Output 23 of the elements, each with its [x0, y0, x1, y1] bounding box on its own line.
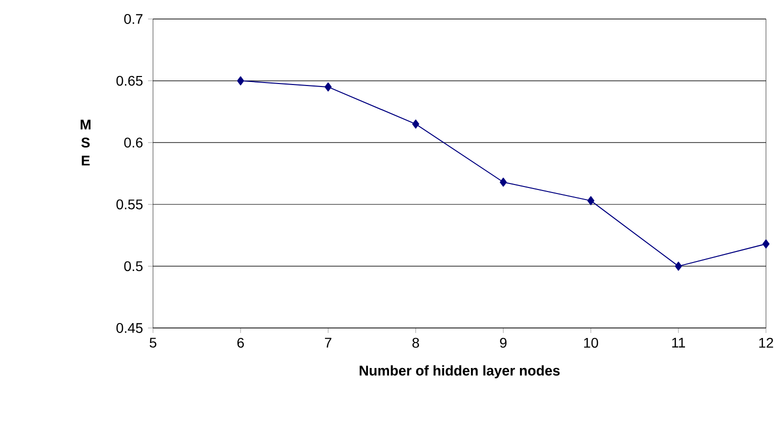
point [412, 120, 420, 129]
x-tick-label: 5 [150, 338, 156, 348]
y-tick-label: 0.45 [116, 323, 143, 333]
point [500, 178, 507, 187]
x-tick-label: 8 [412, 338, 420, 348]
y-tick-label: 0.5 [124, 261, 143, 272]
point [762, 239, 770, 248]
point [237, 76, 244, 86]
x-axis-title: Number of hidden layer nodes [360, 365, 560, 378]
x-tick-label: 9 [500, 338, 507, 348]
y-tick-label: 0.55 [116, 199, 143, 210]
x-tick-label: 12 [759, 338, 774, 348]
y-tick-label: 0.65 [116, 76, 143, 86]
point [324, 82, 332, 92]
point [674, 262, 682, 271]
x-tick-label: 10 [584, 338, 598, 348]
y-tick-label: 0.6 [124, 138, 143, 148]
x-tick-label: 6 [237, 338, 244, 348]
point [587, 196, 594, 206]
y-axis-title: M S E [80, 120, 90, 166]
x-tick-label: 7 [324, 338, 332, 348]
y-tick-label: 0.7 [124, 14, 142, 24]
x-tick-label: 11 [672, 338, 686, 348]
